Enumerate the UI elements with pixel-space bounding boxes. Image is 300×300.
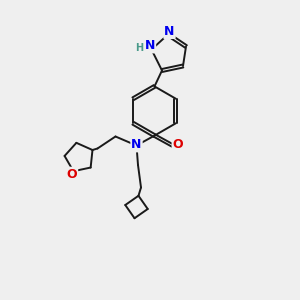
Text: O: O: [67, 168, 77, 181]
Text: O: O: [172, 138, 183, 152]
Text: N: N: [164, 25, 175, 38]
Text: N: N: [145, 39, 155, 52]
Text: H: H: [135, 43, 143, 53]
Text: N: N: [131, 138, 142, 152]
